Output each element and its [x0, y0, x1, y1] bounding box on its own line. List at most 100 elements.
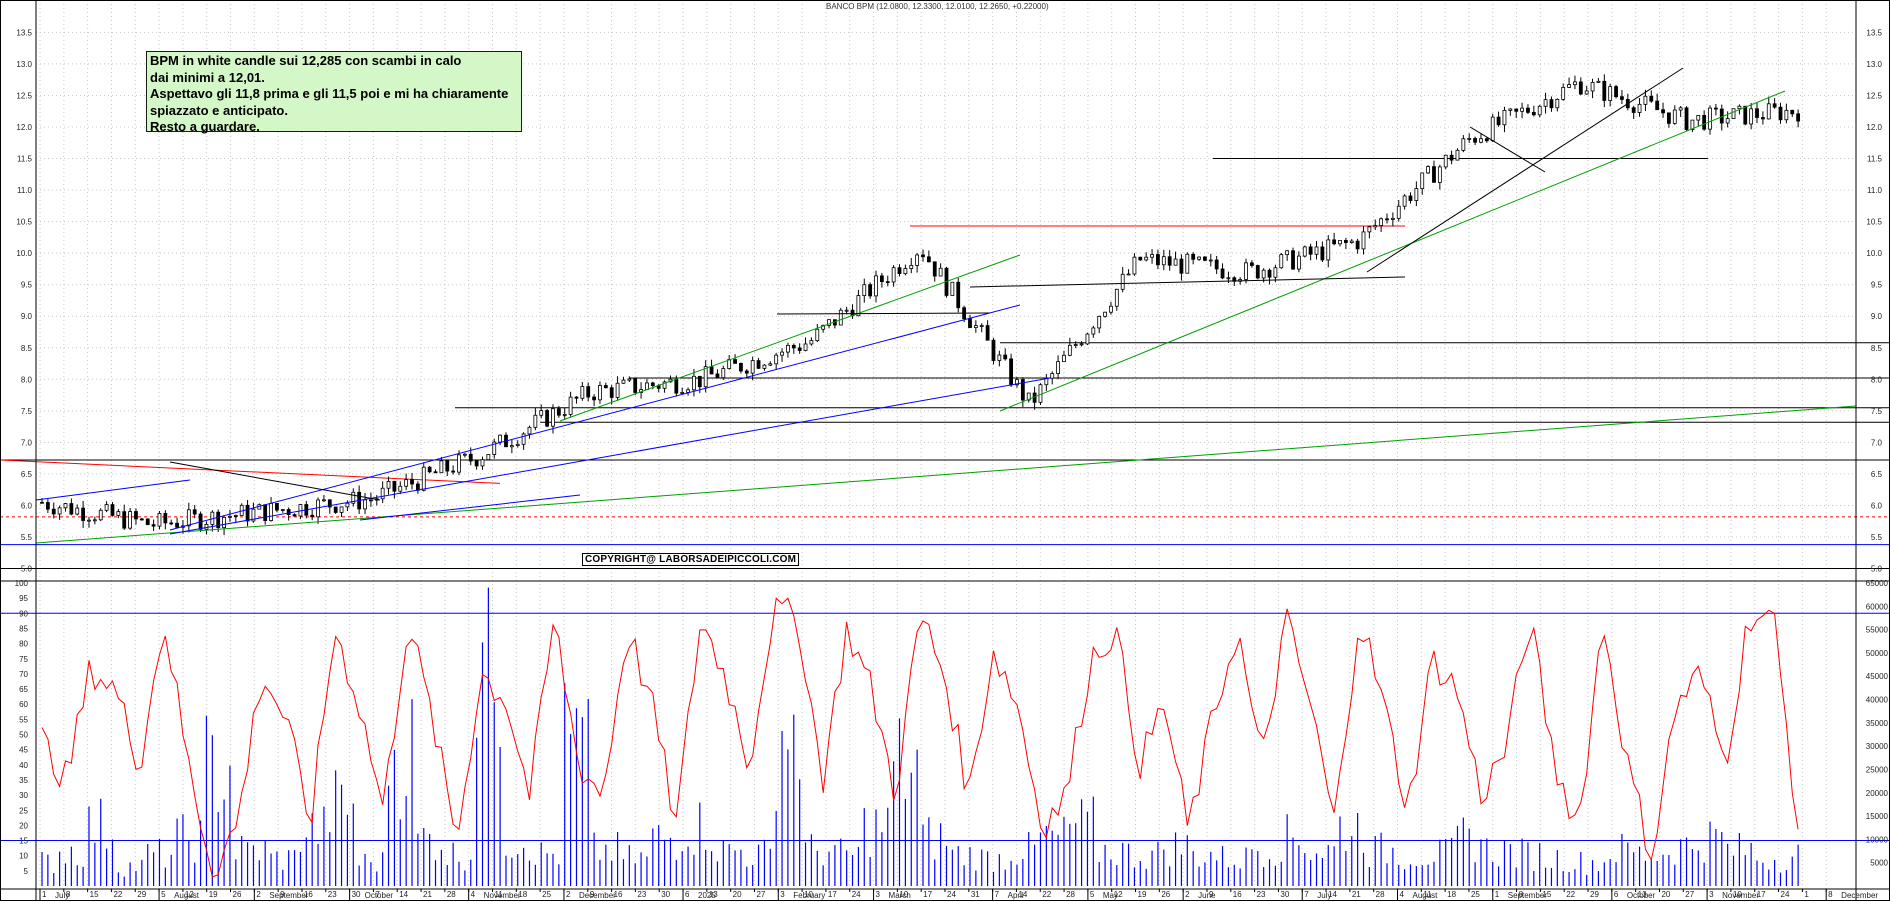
- candle-body: [380, 487, 385, 500]
- candle-body: [686, 389, 690, 393]
- y-tick-label: 13.0: [16, 60, 32, 69]
- trend-line: [999, 90, 1786, 412]
- candle-body: [122, 511, 127, 529]
- candle-body: [363, 499, 367, 510]
- note-line: dai minimi a 12,01.: [150, 69, 265, 85]
- note-line: spiazzato e anticipato.: [150, 102, 288, 118]
- osc-tick-label: 20: [19, 821, 28, 830]
- x-tick-day: 11: [495, 890, 504, 899]
- candle-body: [1672, 109, 1677, 124]
- candle-body: [439, 460, 444, 474]
- y-tick-label-right: 7.0: [1871, 438, 1883, 447]
- candle-body: [1690, 119, 1695, 130]
- candle-body: [1267, 269, 1272, 278]
- osc-tick-label: 85: [19, 624, 28, 633]
- candle-body: [645, 382, 649, 390]
- candle-body: [592, 396, 596, 401]
- candle-body: [339, 506, 344, 513]
- candle-body: [1203, 256, 1207, 261]
- candle-body: [1584, 90, 1589, 95]
- osc-tick-label: 30: [19, 791, 28, 800]
- vol-tick-label: 30000: [1866, 742, 1889, 751]
- x-tick-day: 13: [709, 890, 718, 899]
- candle-body: [1332, 239, 1337, 245]
- resistance-trendline: [0, 459, 501, 484]
- candle-body: [1549, 99, 1554, 109]
- candle-body: [1696, 115, 1701, 121]
- candle-body: [991, 339, 996, 361]
- trend-line: [1366, 67, 1684, 273]
- candle-body: [462, 453, 467, 456]
- candle-body: [979, 325, 984, 327]
- candle-body: [1502, 110, 1507, 126]
- candle-body: [621, 379, 626, 384]
- candle-body: [1320, 246, 1325, 261]
- x-tick-day: 30: [661, 890, 670, 899]
- x-tick-day: 20: [733, 890, 742, 899]
- x-tick-day: 19: [209, 890, 218, 899]
- candle-body: [739, 363, 743, 372]
- candle-body: [1126, 273, 1131, 276]
- candle-body: [1197, 256, 1201, 260]
- candle-body: [1455, 149, 1460, 161]
- candle-body: [1003, 354, 1008, 360]
- x-tick-day: 5: [161, 890, 166, 899]
- candle-body: [286, 509, 291, 516]
- note-line: BPM in white candle sui 12,285 con scamb…: [150, 53, 462, 68]
- candle-body: [1138, 256, 1143, 261]
- x-tick-day: 1: [42, 890, 47, 899]
- x-tick-day: 21: [1352, 890, 1361, 899]
- candle-body: [1073, 344, 1078, 346]
- x-tick-day: 21: [423, 890, 432, 899]
- x-month-label: March: [889, 891, 911, 900]
- candle-body: [1567, 84, 1571, 88]
- candle-body: [1373, 225, 1378, 228]
- trend-line: [169, 461, 381, 501]
- x-tick-day: 14: [1328, 890, 1337, 899]
- candle-body: [1655, 100, 1660, 111]
- candle-body: [615, 382, 620, 398]
- x-tick-day: 3: [780, 890, 785, 899]
- candle-body: [1772, 103, 1777, 108]
- x-month-label: December: [1841, 891, 1878, 900]
- candle-body: [1026, 392, 1031, 401]
- trend-line: [35, 479, 191, 501]
- candle-body: [1097, 315, 1102, 329]
- candle-body: [486, 454, 491, 461]
- candle-body: [1285, 250, 1290, 256]
- candle-body: [433, 471, 438, 474]
- candle-body: [1708, 107, 1712, 130]
- candle-body: [1766, 103, 1771, 120]
- candle-body: [145, 518, 150, 526]
- candle-body: [51, 508, 56, 515]
- candle-body: [157, 513, 162, 527]
- copyright-label: COPYRIGHT@ LABORSADEIPICCOLI.COM: [582, 553, 800, 566]
- y-tick-label-right: 5.0: [1871, 565, 1883, 574]
- x-tick-day: 12: [185, 890, 194, 899]
- y-tick-label: 6.0: [21, 501, 33, 510]
- x-tick-day: 7: [375, 890, 380, 899]
- candle-body: [1408, 195, 1413, 201]
- candle-body: [1432, 166, 1436, 183]
- candle-body: [856, 295, 861, 317]
- x-tick-day: 23: [1257, 890, 1266, 899]
- candle-body: [1678, 107, 1683, 111]
- x-tick-day: 7: [1304, 890, 1309, 899]
- x-month-label: July: [55, 891, 69, 900]
- candle-body: [228, 515, 232, 518]
- x-tick-day: 24: [947, 890, 956, 899]
- candle-body: [457, 454, 461, 473]
- x-tick-day: 28: [447, 890, 456, 899]
- candle-body: [327, 499, 332, 508]
- candle-body: [1420, 172, 1425, 189]
- candle-body: [1302, 246, 1307, 257]
- x-tick-day: 10: [804, 890, 813, 899]
- x-tick-day: 30: [1280, 890, 1289, 899]
- x-tick-day: 26: [1161, 890, 1170, 899]
- x-month-label: September: [269, 891, 308, 900]
- y-tick-label-right: 12.5: [1866, 91, 1882, 100]
- candle-body: [1520, 107, 1524, 112]
- candle-body: [527, 426, 532, 435]
- candle-body: [1085, 333, 1090, 345]
